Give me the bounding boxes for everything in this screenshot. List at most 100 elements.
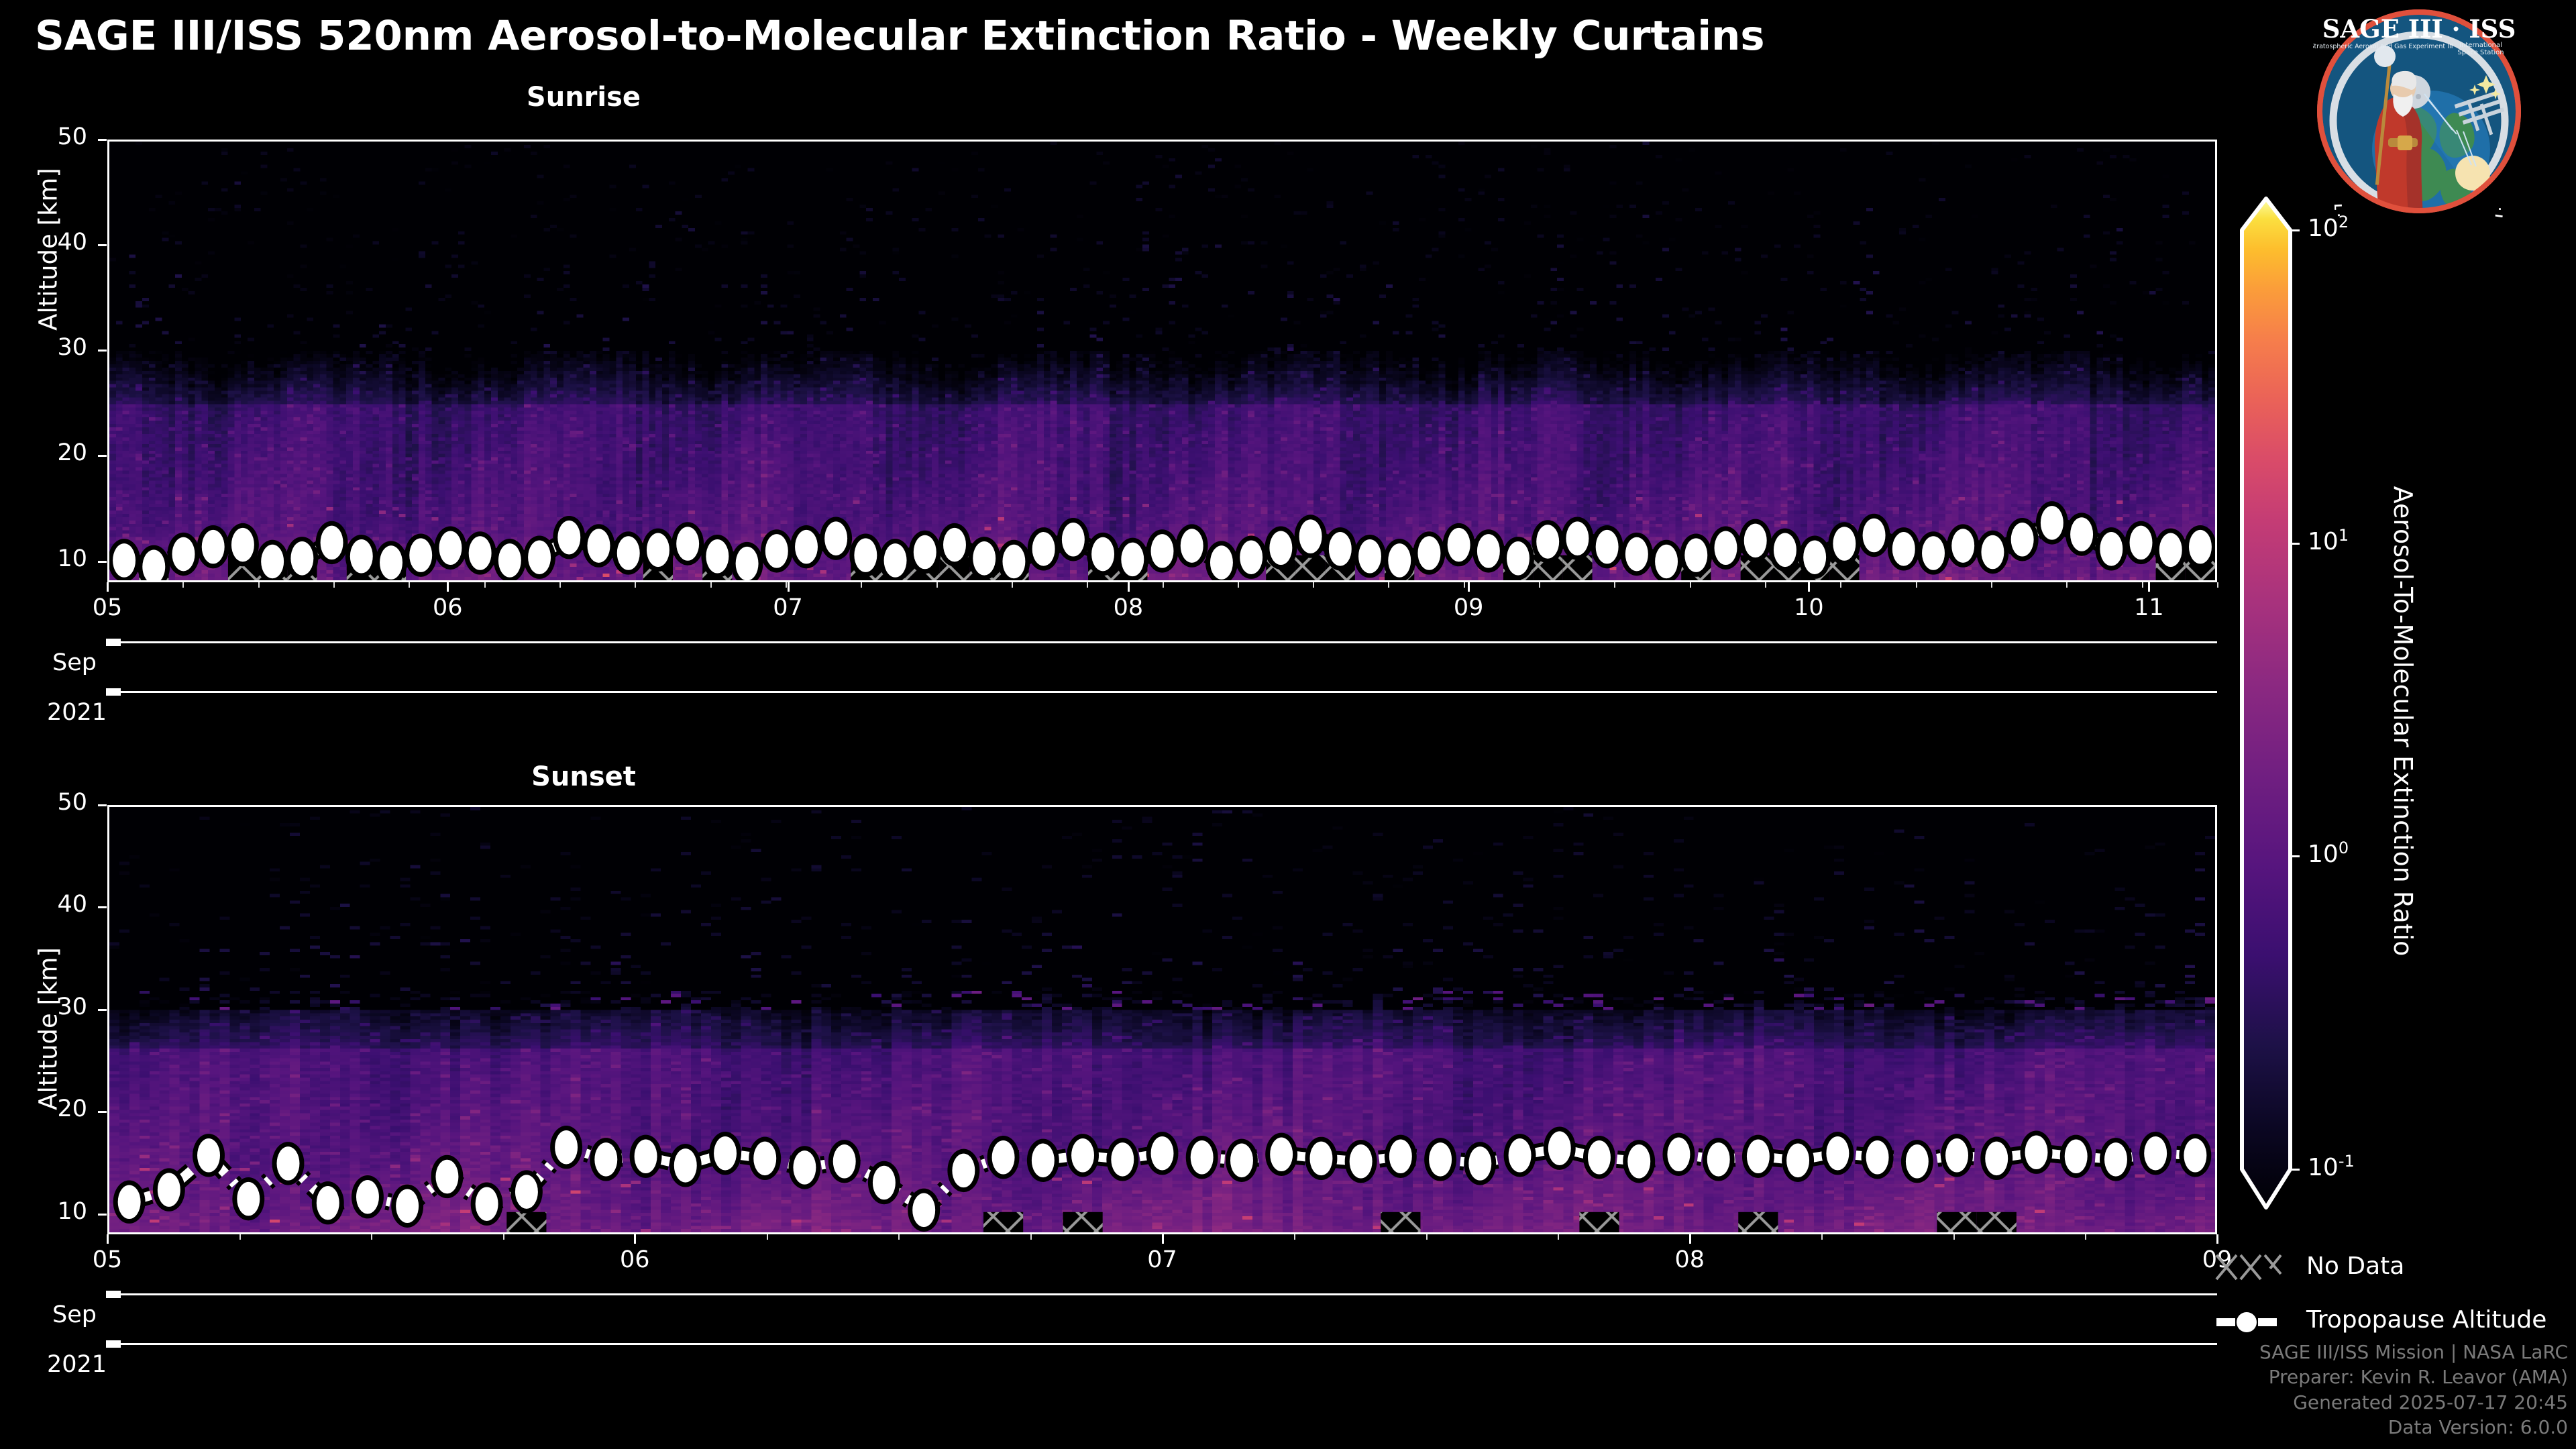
tropopause-marker — [765, 534, 788, 568]
xtick-minor-mark — [861, 582, 863, 588]
xtick-minor-mark — [1539, 582, 1541, 588]
ytick-mark — [98, 1111, 107, 1114]
ytick-mark — [98, 139, 107, 141]
tropopause-marker — [409, 538, 433, 572]
tropopause-marker — [515, 1175, 538, 1209]
xtick-minor-mark — [1953, 1234, 1955, 1240]
xtick-mark — [1808, 582, 1811, 592]
xtick-mark — [107, 1234, 109, 1244]
colorbar-tick-mark — [2290, 542, 2300, 545]
panel-sunrise: Sunrise — [0, 82, 2241, 315]
ytick-mark — [98, 350, 107, 352]
tropopause-marker — [1091, 537, 1115, 572]
colorbar — [2234, 193, 2314, 1220]
ytick-label: 50 — [57, 123, 87, 150]
tropopause-marker — [676, 527, 700, 561]
tropopause-marker — [1417, 536, 1441, 570]
tropopause-marker — [1061, 522, 1085, 557]
tropopause-altitude-series — [109, 501, 2215, 580]
tropopause-altitude-series — [113, 1126, 2212, 1232]
tropopause-marker — [952, 1153, 975, 1188]
panel-sunset-plot — [107, 805, 2217, 1234]
tropopause-marker — [1786, 1143, 1810, 1178]
tropopause-marker — [157, 1173, 180, 1207]
dash-dot-marker-icon — [2214, 1303, 2293, 1341]
tropopause-marker — [1667, 1137, 1690, 1172]
xtick-label: 09 — [1453, 594, 1484, 621]
tropopause-marker — [320, 525, 343, 560]
ytick-mark — [98, 560, 107, 563]
xtick-minor-mark — [502, 1234, 504, 1240]
xtick-minor-mark — [1087, 582, 1089, 588]
xtick-minor-mark — [2085, 1234, 2087, 1240]
tropopause-marker — [1866, 1140, 1889, 1175]
xtick-minor-mark — [785, 582, 787, 588]
xtick-minor-mark — [409, 582, 411, 588]
tropopause-marker — [261, 544, 284, 579]
tropopause-marker — [1389, 1139, 1412, 1174]
legend-label-no-data: No Data — [2306, 1252, 2405, 1280]
xtick-minor-mark — [766, 1234, 768, 1240]
tropopause-marker — [1826, 1136, 1849, 1171]
tropopause-marker — [1548, 1131, 1571, 1165]
xtick-minor-mark — [1463, 582, 1465, 588]
year-label: 2021 — [47, 699, 107, 726]
plot-legend: No Data Tropopause Altitude — [2214, 1250, 2576, 1341]
xtick-minor-mark — [1313, 582, 1315, 588]
tropopause-marker — [1270, 1137, 1293, 1172]
xtick-minor-mark — [182, 582, 184, 588]
xtick-minor-mark — [1689, 582, 1691, 588]
tropopause-marker — [475, 1187, 498, 1221]
xtick-mark — [2216, 1234, 2218, 1244]
tropopause-marker — [833, 1144, 856, 1179]
xtick-minor-mark — [2217, 582, 2218, 588]
tropopause-marker — [396, 1189, 419, 1224]
tropopause-marker — [1477, 534, 1500, 568]
tropopause-marker — [646, 533, 669, 568]
tropopause-marker — [2159, 533, 2182, 568]
xtick-minor-mark — [1426, 1234, 1428, 1240]
page-title: SAGE III/ISS 520nm Aerosol-to-Molecular … — [35, 12, 1765, 60]
xtick-minor-mark — [258, 582, 260, 588]
tropopause-marker — [1773, 533, 1796, 568]
sage-iii-iss-mission-patch-logo: SAGE III · ISS Stratospheric Aerosol and… — [2313, 5, 2525, 217]
xtick-mark — [634, 1234, 637, 1244]
tropopause-marker — [1230, 1143, 1253, 1178]
tropopause-marker — [1002, 544, 1026, 579]
xtick-mark — [1468, 582, 1470, 592]
tropopause-marker — [854, 538, 877, 572]
tropopause-marker — [117, 1185, 141, 1219]
xtick-minor-mark — [1991, 582, 1993, 588]
tropopause-marker — [973, 541, 996, 576]
xtick-minor-mark — [936, 582, 938, 588]
tropopause-marker — [1566, 521, 1589, 555]
xtick-minor-mark — [484, 582, 486, 588]
tropopause-marker — [872, 1165, 896, 1200]
tropopause-marker — [1071, 1138, 1094, 1173]
xtick-mark — [787, 582, 790, 592]
colorbar-tick-mark — [2290, 1169, 2300, 1171]
tropopause-marker — [1299, 519, 1322, 553]
xtick-minor-mark — [1030, 1234, 1032, 1240]
xtick-minor-mark — [1162, 582, 1164, 588]
tropopause-marker — [735, 546, 759, 580]
footer-credits: SAGE III/ISS Mission | NASA LaRC Prepare… — [2259, 1340, 2568, 1440]
ytick-mark — [98, 906, 107, 909]
tropopause-marker — [528, 540, 551, 574]
tropopause-marker — [1150, 534, 1174, 568]
tropopause-marker — [356, 1179, 379, 1214]
tropopause-marker — [913, 535, 936, 570]
tropopause-marker — [1269, 531, 1293, 566]
tropopause-marker — [1031, 1143, 1055, 1178]
legend-item-tropopause: Tropopause Altitude — [2214, 1303, 2576, 1341]
xtick-minor-mark — [1388, 582, 1390, 588]
xtick-minor-mark — [1915, 582, 1917, 588]
ytick-label: 10 — [57, 1197, 87, 1225]
month-level-line — [107, 1293, 2217, 1295]
tropopause-marker — [793, 1150, 816, 1185]
tropopause-marker — [350, 539, 373, 574]
tropopause-marker — [435, 1159, 459, 1194]
credit-line-generated: Generated 2025-07-17 20:45 — [2293, 1391, 2568, 1413]
tropopause-marker — [557, 520, 581, 555]
ytick-label: 10 — [57, 545, 87, 572]
